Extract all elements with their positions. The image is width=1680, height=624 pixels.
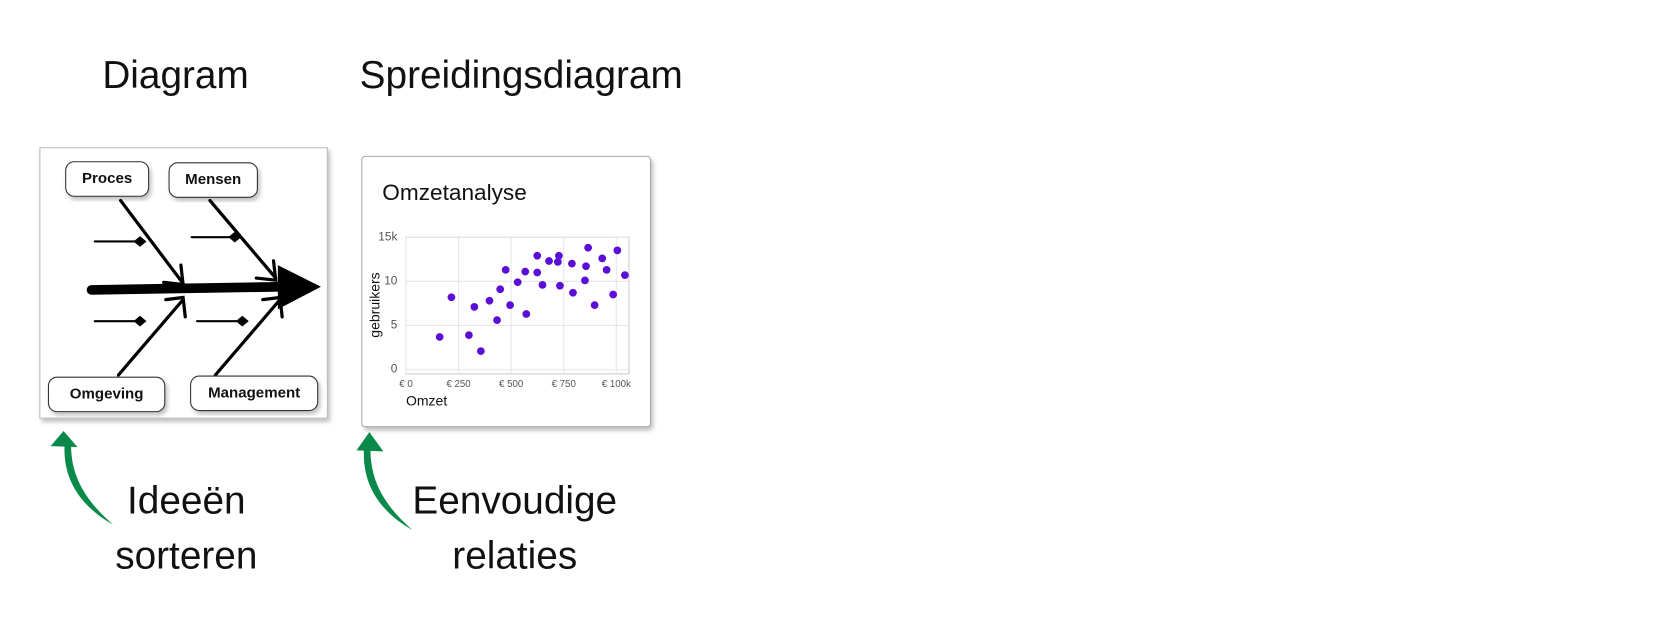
point xyxy=(556,281,564,290)
point xyxy=(501,265,510,274)
point xyxy=(555,251,563,260)
point xyxy=(581,276,589,285)
point xyxy=(602,265,611,274)
x-tick-label: € 500 xyxy=(499,379,524,390)
point xyxy=(465,331,473,340)
point xyxy=(590,301,599,310)
point xyxy=(506,301,514,310)
node-label: Management xyxy=(208,384,300,401)
green-arrows xyxy=(50,431,413,531)
spine-arrowhead xyxy=(277,265,321,310)
point xyxy=(621,271,629,280)
scatter-card xyxy=(361,155,651,428)
point xyxy=(533,268,542,277)
chart-title: Omzetanalyse xyxy=(382,180,527,205)
point xyxy=(476,347,485,355)
point xyxy=(598,254,607,263)
point xyxy=(493,316,501,325)
node-label: Omgeving xyxy=(70,385,144,402)
x-tick-label: € 750 xyxy=(552,379,577,390)
fishbone-lines xyxy=(86,198,292,377)
heading: Diagram xyxy=(102,54,248,97)
caption: Ideeën xyxy=(127,479,246,522)
point xyxy=(496,285,505,294)
point xyxy=(470,303,479,311)
point xyxy=(545,257,553,265)
point xyxy=(538,280,547,289)
point xyxy=(584,243,593,252)
x-axis-label: Omzet xyxy=(406,393,447,409)
point xyxy=(513,278,522,287)
y-tick-label: 0 xyxy=(391,362,398,376)
point xyxy=(521,267,530,276)
node-box xyxy=(65,161,150,197)
y-axis-label: gebruikers xyxy=(367,272,383,337)
diamonds xyxy=(133,231,249,327)
point xyxy=(609,290,618,299)
node-label: Proces xyxy=(82,170,132,187)
plot: 0 5 10 15k € 0 € 250 € 500 € 750 € 100k xyxy=(378,229,631,390)
caption: Eenvoudige xyxy=(412,479,617,522)
point xyxy=(533,251,542,260)
point xyxy=(435,333,444,341)
point xyxy=(522,310,531,318)
node-box xyxy=(47,376,166,413)
point xyxy=(613,246,622,255)
heading: Spreidingsdiagram xyxy=(360,54,683,97)
node-box xyxy=(190,375,319,412)
y-tick-label: 15k xyxy=(378,229,397,243)
caption: sorteren xyxy=(115,534,257,577)
point xyxy=(447,293,456,302)
x-tick-label: € 100k xyxy=(602,379,631,390)
point xyxy=(569,288,577,297)
point xyxy=(582,262,590,271)
point xyxy=(485,296,494,305)
caption: relaties xyxy=(452,534,577,577)
point xyxy=(568,259,576,268)
point xyxy=(553,258,562,266)
y-tick-label: 5 xyxy=(391,318,398,332)
x-tick-label: € 0 xyxy=(399,379,413,390)
node-box xyxy=(168,162,258,198)
node-label: Mensen xyxy=(185,171,241,188)
y-tick-label: 10 xyxy=(384,273,398,287)
x-tick-label: € 250 xyxy=(446,379,471,390)
